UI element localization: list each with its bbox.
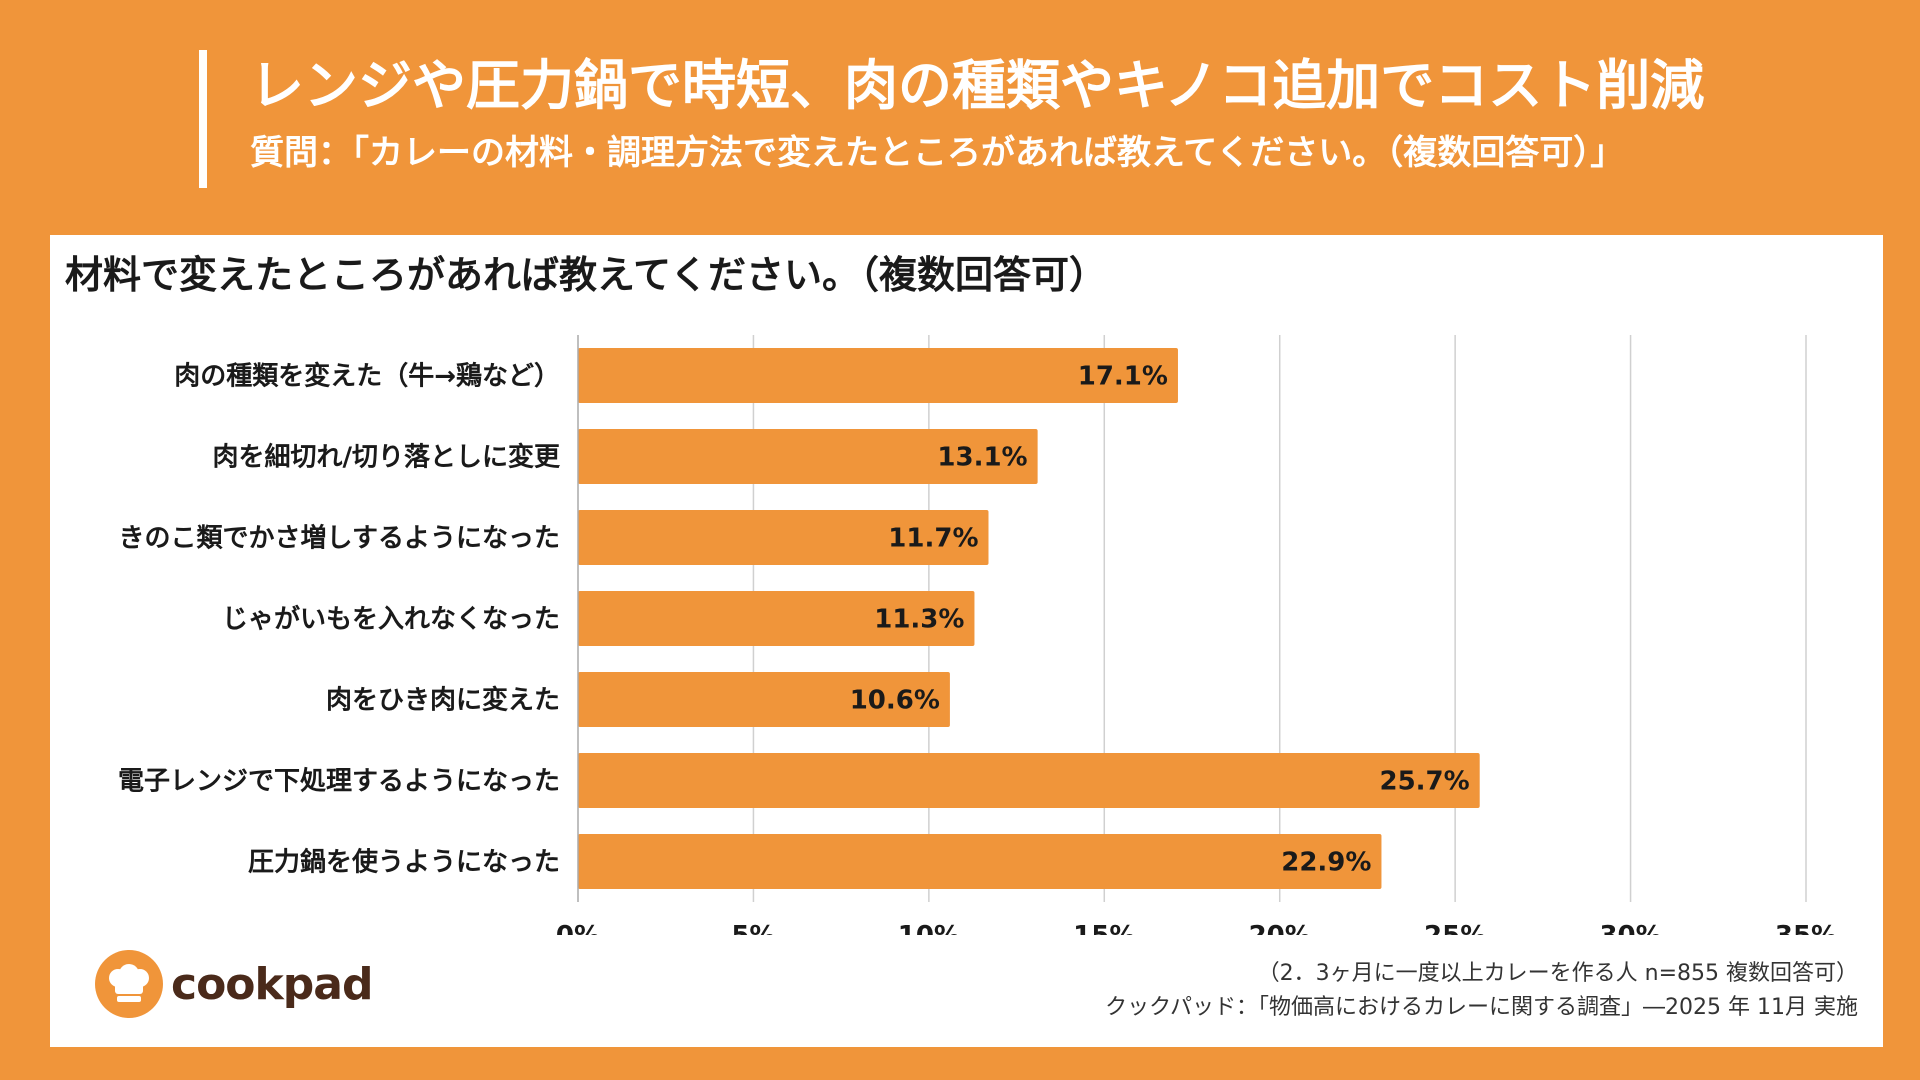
bar [578,834,1382,889]
chart-title: 材料で変えたところがあれば教えてください。（複数回答可） [65,253,1107,297]
x-tick-label: 20% [1249,921,1311,935]
page-title: レンジや圧力鍋で時短、肉の種類やキノコ追加でコスト削減 [250,54,1705,117]
bar [578,672,950,727]
bar [578,591,975,646]
category-label: 圧力鍋を使うようになった [248,847,560,878]
x-tick-label: 15% [1073,921,1135,935]
logo-wordmark: cookpad [171,958,373,1010]
category-label: 肉の種類を変えた（牛→鶏など） [174,361,560,392]
bar [578,510,989,565]
data-label: 13.1% [937,443,1027,473]
bar [578,429,1038,484]
source-note: クックパッド：「物価高におけるカレーに関する調査」―2025 年 11月 実施 [1105,995,1858,1020]
category-label: じゃがいもを入れなくなった [222,604,560,635]
sample-note: （2．3ヶ月に一度以上カレーを作る人 n=855 複数回答可） [1257,961,1858,986]
chart-panel: 材料で変えたところがあれば教えてください。（複数回答可） 肉の種類を変えた（牛→… [50,235,1883,1047]
x-tick-label: 25% [1424,921,1486,935]
category-label: 肉をひき肉に変えた [326,685,560,716]
x-tick-label: 30% [1599,921,1661,935]
bar [578,348,1178,403]
x-tick-label: 10% [898,921,960,935]
bar-chart: 肉の種類を変えた（牛→鶏など） 17.1% 肉を細切れ/切り落としに変更 13.1% き… [118,335,1837,935]
data-label: 25.7% [1379,767,1469,797]
data-label: 22.9% [1281,848,1371,878]
data-label: 10.6% [850,686,940,716]
bar [578,753,1480,808]
chef-hat-icon [95,950,163,1018]
cookpad-logo: cookpad [95,950,373,1018]
data-label: 11.7% [888,524,978,554]
page-subtitle: 質問：「カレーの材料・調理方法で変えたところがあれば教えてください。（複数回答可… [250,133,1625,173]
category-label: 電子レンジで下処理するようになった [118,767,560,797]
x-tick-label: 5% [731,921,775,935]
x-tick-label: 35% [1775,921,1837,935]
data-label: 11.3% [874,605,964,635]
header-accent-bar [199,50,207,188]
x-tick-label: 0% [556,921,600,935]
category-label: きのこ類でかさ増しするようになった [119,524,560,554]
data-label: 17.1% [1078,362,1168,392]
category-label: 肉を細切れ/切り落としに変更 [213,442,561,473]
